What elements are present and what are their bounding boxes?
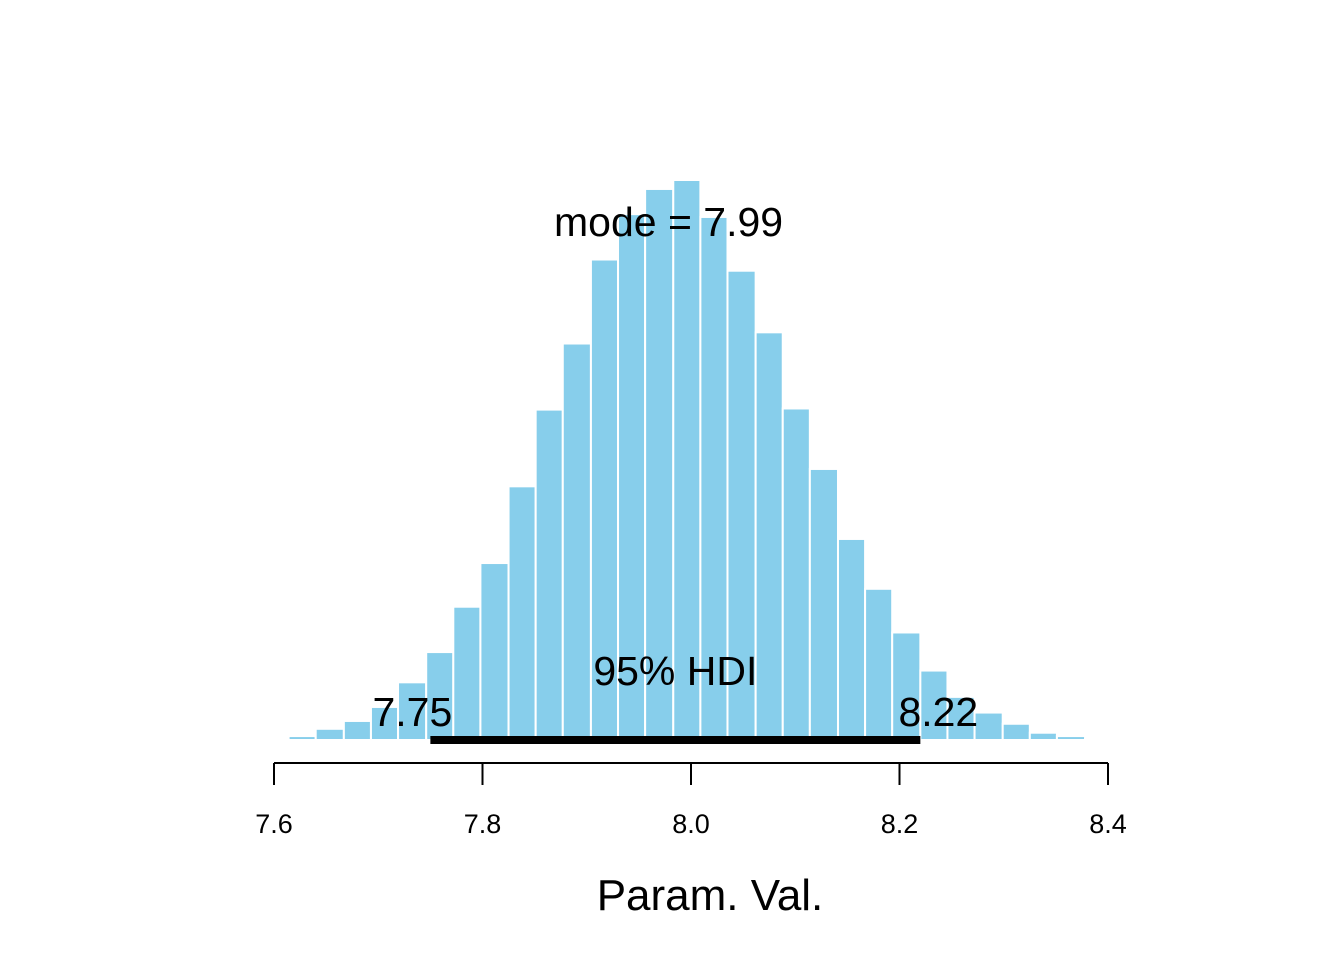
hdi-group: 95% HDI 7.75 8.22 <box>372 648 978 744</box>
x-axis-label: Param. Val. <box>597 871 824 920</box>
histogram-bar <box>314 727 345 741</box>
x-axis: 7.6 7.8 8.0 8.2 8.4 <box>255 762 1127 839</box>
x-tick-label: 7.8 <box>464 809 502 839</box>
histogram-bar <box>1084 737 1114 742</box>
histogram-bar <box>864 587 894 741</box>
histogram-bar <box>397 681 428 742</box>
histogram-bar <box>726 269 757 741</box>
hdi-high-label: 8.22 <box>898 689 978 735</box>
histogram-bar <box>919 669 949 741</box>
histogram-bars <box>287 179 1114 742</box>
hdi-label: 95% HDI <box>593 648 757 694</box>
x-ticks: 7.6 7.8 8.0 8.2 8.4 <box>255 763 1127 839</box>
histogram-bar <box>781 407 811 741</box>
x-tick-label: 8.2 <box>881 809 919 839</box>
x-tick-label: 8.0 <box>672 809 710 839</box>
histogram-bar <box>1001 722 1031 742</box>
histogram-bar <box>699 215 729 741</box>
histogram-bar <box>452 605 482 741</box>
histogram-bar <box>808 467 839 741</box>
histogram-bar <box>561 342 592 741</box>
histogram-bar <box>973 711 1004 741</box>
histogram-bar <box>946 695 976 742</box>
histogram-bar <box>534 408 564 741</box>
histogram-bar <box>425 651 455 742</box>
hdi-low-label: 7.75 <box>372 689 452 735</box>
x-tick-label: 7.6 <box>255 809 293 839</box>
histogram-bar <box>507 485 537 741</box>
histogram-bar <box>754 331 784 741</box>
x-tick-label: 8.4 <box>1089 809 1127 839</box>
histogram-bar <box>1028 731 1058 741</box>
histogram-bar <box>836 537 867 742</box>
mode-label: mode = 7.99 <box>554 199 783 245</box>
histogram-bar <box>1055 735 1087 742</box>
histogram-bar <box>479 562 510 741</box>
histogram-bar <box>287 735 317 742</box>
histogram-bar <box>342 719 372 742</box>
